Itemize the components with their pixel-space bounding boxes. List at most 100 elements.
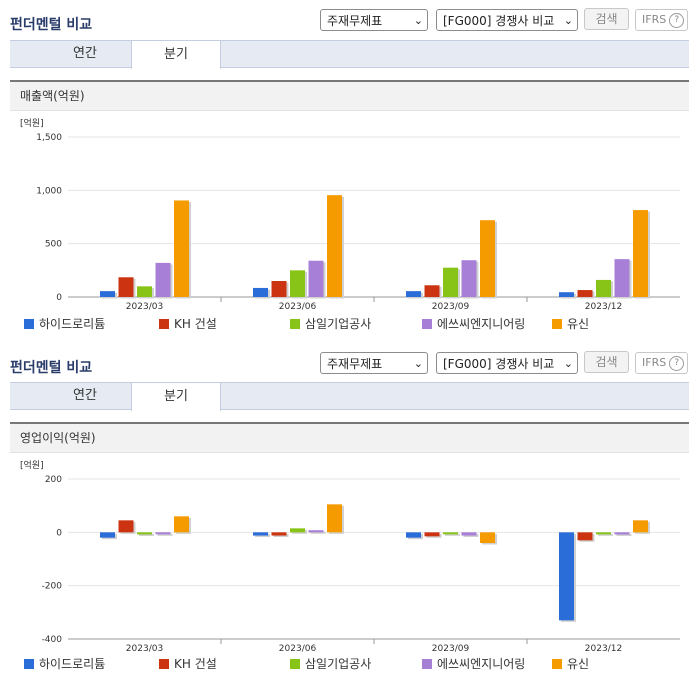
ifrs-label: IFRS <box>642 356 667 369</box>
legend-item[interactable]: 유신 <box>552 655 589 672</box>
legend-swatch <box>290 319 300 329</box>
statement-select[interactable]: 주재무제표 ⌄ <box>320 9 428 31</box>
chevron-down-icon: ⌄ <box>563 357 573 370</box>
legend-swatch <box>422 659 432 669</box>
legend-label: 에쓰씨엔지니어링 <box>437 317 526 331</box>
tab-annual[interactable]: 연간 <box>73 388 97 403</box>
x-tick-label: 2023/09 <box>432 644 470 654</box>
bar <box>253 287 268 297</box>
bar <box>443 532 458 535</box>
bar <box>253 532 268 536</box>
legend-item[interactable]: 삼일기업공사 <box>290 655 371 672</box>
legend-label: 삼일기업공사 <box>305 657 372 671</box>
panel-title: 펀더멘털 비교 <box>10 17 93 33</box>
legend-label: 유신 <box>567 317 590 331</box>
y-tick-label: 1,500 <box>36 133 62 143</box>
legend-item[interactable]: 에쓰씨엔지니어링 <box>422 655 525 672</box>
bar <box>633 210 648 297</box>
panel-title: 펀더멘털 비교 <box>10 360 93 376</box>
chart-box-sales: 매출액(억원) <box>10 80 689 111</box>
x-tick-label: 2023/12 <box>585 302 622 312</box>
period-tabs: 연간 분기 <box>10 40 689 69</box>
bar <box>271 281 287 297</box>
bar <box>308 530 324 533</box>
search-button[interactable]: 검색 <box>584 8 629 30</box>
y-tick-label: -200 <box>42 582 63 592</box>
legend-label: KH 건설 <box>174 657 217 671</box>
legend-label: 하이드로리튬 <box>39 657 106 671</box>
legend-label: 에쓰씨엔지니어링 <box>437 657 526 671</box>
help-icon: ? <box>669 12 685 28</box>
bar <box>155 262 171 297</box>
bar <box>137 286 152 297</box>
legend-swatch <box>159 659 169 669</box>
ifrs-label: IFRS <box>642 13 667 26</box>
x-tick-label: 2023/06 <box>279 644 317 654</box>
legend-item[interactable]: KH 건설 <box>159 655 217 672</box>
tab-annual[interactable]: 연간 <box>73 46 97 61</box>
legend-swatch <box>24 319 34 329</box>
legend-swatch <box>422 319 432 329</box>
legend-swatch <box>552 319 562 329</box>
legend-item[interactable]: 하이드로리튬 <box>24 315 105 332</box>
bar-shadow <box>310 531 326 534</box>
chart-box-op-income: 영업이익(억원) <box>10 422 689 453</box>
y-tick-label: 1,000 <box>36 186 62 196</box>
ifrs-help-button[interactable]: IFRS? <box>635 9 688 31</box>
compare-select[interactable]: [FG000] 경쟁사 비교 ⌄ <box>436 9 578 31</box>
search-button[interactable]: 검색 <box>584 351 629 373</box>
y-tick-label: 200 <box>45 475 62 485</box>
bar <box>137 532 152 535</box>
bar <box>577 532 593 541</box>
bar <box>559 532 574 621</box>
bar <box>424 532 440 537</box>
x-tick-label: 2023/09 <box>432 302 470 312</box>
bar <box>174 200 189 297</box>
legend-item[interactable]: 삼일기업공사 <box>290 315 371 332</box>
legend-swatch <box>24 659 34 669</box>
bar-shadow <box>445 533 460 536</box>
bar <box>461 260 477 297</box>
legend-label: 유신 <box>567 657 590 671</box>
ifrs-help-button[interactable]: IFRS? <box>635 352 688 374</box>
statement-select[interactable]: 주재무제표 ⌄ <box>320 352 428 374</box>
bar <box>461 532 477 536</box>
bar-shadow <box>616 533 632 536</box>
x-tick-label: 2023/06 <box>279 302 317 312</box>
period-tabs: 연간 분기 <box>10 382 689 411</box>
tab-quarterly[interactable]: 분기 <box>131 382 221 411</box>
compare-select-value: [FG000] 경쟁사 비교 <box>443 14 555 28</box>
y-tick-label: 0 <box>56 293 62 303</box>
legend-item[interactable]: 에쓰씨엔지니어링 <box>422 315 525 332</box>
bar <box>327 504 342 533</box>
bar <box>480 532 495 543</box>
compare-select-value: [FG000] 경쟁사 비교 <box>443 357 555 371</box>
compare-select[interactable]: [FG000] 경쟁사 비교 ⌄ <box>436 352 578 374</box>
legend-item[interactable]: 유신 <box>552 315 589 332</box>
bar <box>271 532 287 536</box>
bar <box>174 516 189 533</box>
bar <box>406 532 421 538</box>
statement-select-value: 주재무제표 <box>327 357 383 371</box>
legend-item[interactable]: KH 건설 <box>159 315 217 332</box>
legend-item[interactable]: 하이드로리튬 <box>24 655 105 672</box>
bar <box>406 291 421 297</box>
y-tick-label: 0 <box>56 528 62 538</box>
x-tick-label: 2023/03 <box>126 644 163 654</box>
bar-shadow <box>598 533 613 536</box>
chevron-down-icon: ⌄ <box>413 14 423 27</box>
bar <box>100 532 115 538</box>
legend-label: 삼일기업공사 <box>305 317 372 331</box>
bar-shadow <box>139 533 154 536</box>
bar <box>480 220 495 297</box>
op-income-bar-chart: [억원] -400 -200 0 200 2023/03 2023/06 2023/09 202… <box>20 459 680 654</box>
chevron-down-icon: ⌄ <box>413 357 423 370</box>
bar <box>290 528 305 533</box>
tab-quarterly[interactable]: 분기 <box>131 40 221 69</box>
statement-select-value: 주재무제표 <box>327 14 383 28</box>
bar <box>155 532 171 535</box>
chart-header: 영업이익(억원) <box>10 424 689 453</box>
y-tick-label: -400 <box>42 635 63 645</box>
unit-label: [억원] <box>20 117 44 129</box>
legend-swatch <box>290 659 300 669</box>
